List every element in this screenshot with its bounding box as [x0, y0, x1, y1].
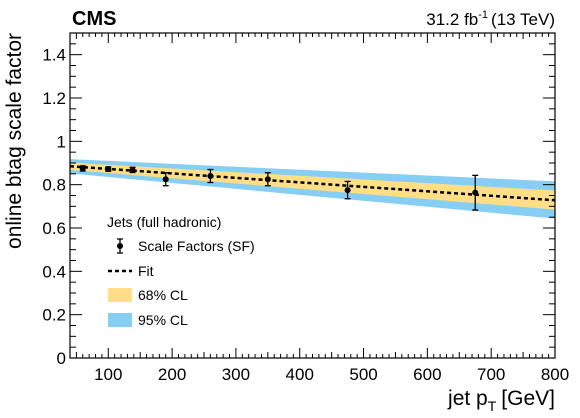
- energy-label: (13 TeV): [491, 10, 555, 29]
- legend-label-95cl: 95% CL: [138, 312, 188, 328]
- x-axis-title: jet pT [GeV]: [447, 387, 555, 414]
- y-tick-label: 0.6: [42, 219, 66, 238]
- point-marker: [472, 189, 479, 196]
- legend-entry-fit: Fit: [108, 263, 154, 279]
- data-point: [472, 174, 479, 211]
- axis-ticks: 100 200 300 400 500 600 700 800 0 0.2 0.4 0.6 0.8 1 1.…: [42, 33, 569, 384]
- legend-point-marker: [117, 243, 123, 249]
- data-point: [79, 165, 86, 172]
- data-point: [344, 180, 351, 200]
- data-point: [162, 172, 169, 187]
- y-tick-label: 0.8: [42, 176, 66, 195]
- legend-entry-scale-factors: Scale Factors (SF): [117, 238, 255, 254]
- x-axis-title-subscript: T: [488, 398, 497, 414]
- legend-marker-point: [117, 238, 123, 254]
- y-tick-label: 1.2: [42, 89, 66, 108]
- point-marker: [264, 176, 271, 183]
- x-tick-label: 300: [222, 365, 250, 384]
- legend-label-fit: Fit: [138, 263, 154, 279]
- y-tick-label: 0.4: [42, 262, 66, 281]
- point-marker: [344, 187, 351, 194]
- data-point: [264, 172, 271, 187]
- x-axis-title-unit: [GeV]: [501, 387, 555, 410]
- point-marker: [129, 166, 136, 173]
- point-marker: [162, 176, 169, 183]
- legend-entry-95cl: 95% CL: [108, 312, 188, 328]
- x-axis-title-main: jet p: [447, 387, 488, 410]
- x-tick-label: 800: [541, 365, 569, 384]
- legend-title: Jets (full hadronic): [107, 214, 221, 230]
- x-tick-label: 600: [413, 365, 441, 384]
- data-point: [105, 166, 112, 173]
- legend-swatch-95cl: [108, 313, 132, 327]
- legend-entry-68cl: 68% CL: [108, 287, 188, 303]
- luminosity-label: 31.2 fb-1 (13 TeV): [426, 9, 555, 29]
- lumi-exponent: -1: [478, 9, 488, 21]
- legend: Jets (full hadronic) Scale Factors (SF) …: [107, 214, 255, 328]
- point-marker: [79, 165, 86, 172]
- x-tick-label: 200: [158, 365, 186, 384]
- x-tick-label: 500: [349, 365, 377, 384]
- legend-label-scale-factors: Scale Factors (SF): [138, 238, 255, 254]
- data-point: [207, 168, 214, 184]
- legend-label-68cl: 68% CL: [138, 287, 188, 303]
- y-tick-label: 0: [57, 349, 66, 368]
- x-tick-label: 100: [94, 365, 122, 384]
- confidence-bands: [70, 159, 555, 219]
- point-marker: [105, 166, 112, 173]
- legend-swatch-68cl: [108, 288, 132, 302]
- lumi-value: 31.2 fb: [426, 10, 478, 29]
- x-tick-label: 400: [286, 365, 314, 384]
- y-tick-label: 0.2: [42, 306, 66, 325]
- y-tick-label: 1: [57, 132, 66, 151]
- experiment-label: CMS: [72, 8, 116, 30]
- y-tick-label: 1.4: [42, 46, 66, 65]
- data-point: [129, 166, 136, 174]
- x-tick-label: 700: [477, 365, 505, 384]
- data-points: [79, 165, 479, 211]
- point-marker: [207, 173, 214, 179]
- y-axis-title: online btag scale factor: [3, 33, 26, 249]
